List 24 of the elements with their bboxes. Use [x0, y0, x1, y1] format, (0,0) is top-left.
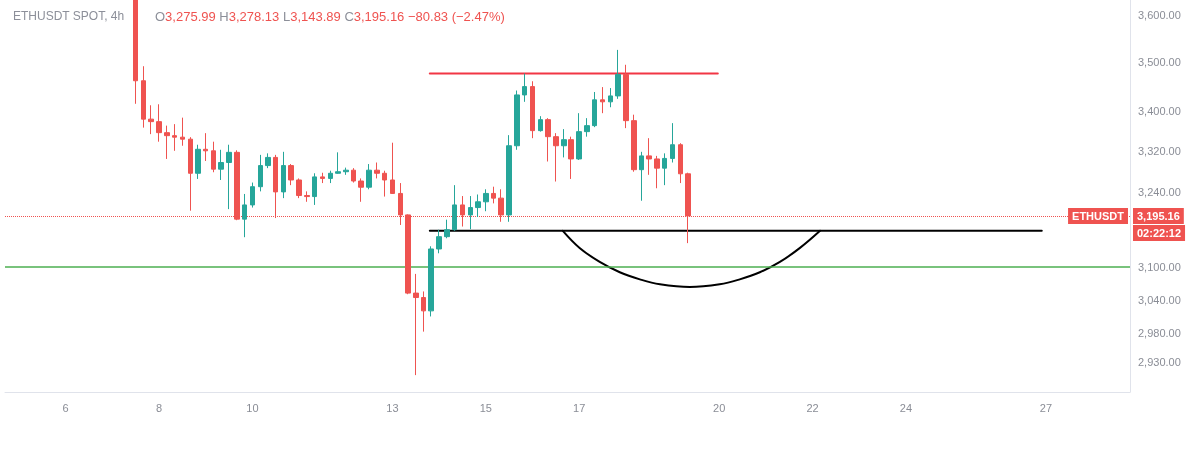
- x-tick-label: 13: [386, 401, 399, 414]
- y-tick-label: 3,320.00: [1138, 145, 1181, 158]
- x-tick-label: 8: [155, 401, 163, 414]
- x-tick-label: 22: [806, 401, 819, 414]
- x-tick-label: 15: [479, 401, 492, 414]
- x-tick-label: 17: [573, 401, 586, 414]
- y-tick-label: 3,040.00: [1138, 293, 1181, 306]
- text: O3,275.99 H3,278.13 L3,143.89 C3,195.16 −80.83 (−2.47%): [155, 9, 505, 24]
- text: ETHUSDT SPOT, 4h: [13, 9, 125, 23]
- y-tick-label: 3,240.00: [1138, 186, 1181, 199]
- x-tick-label: 24: [899, 401, 913, 414]
- y-tick-label: 3,100.00: [1138, 260, 1181, 273]
- y-tick-label: 3,400.00: [1138, 105, 1181, 118]
- annotation: ETHUSDT: [1072, 209, 1125, 222]
- ref-line-label: 3,195.16: [1137, 209, 1180, 222]
- x-tick-label: 10: [246, 401, 259, 414]
- y-tick-label: 2,930.00: [1138, 355, 1181, 368]
- y-tick-label: 3,600.00: [1138, 8, 1181, 21]
- x-tick-label: 27: [1039, 401, 1053, 414]
- y-tick-label: 2,980.00: [1138, 327, 1181, 340]
- x-tick-label: 20: [713, 401, 726, 414]
- y-tick-label: 3,500.00: [1138, 56, 1181, 69]
- text: 02:22:12: [1137, 227, 1182, 240]
- x-tick-label: 6: [62, 401, 69, 414]
